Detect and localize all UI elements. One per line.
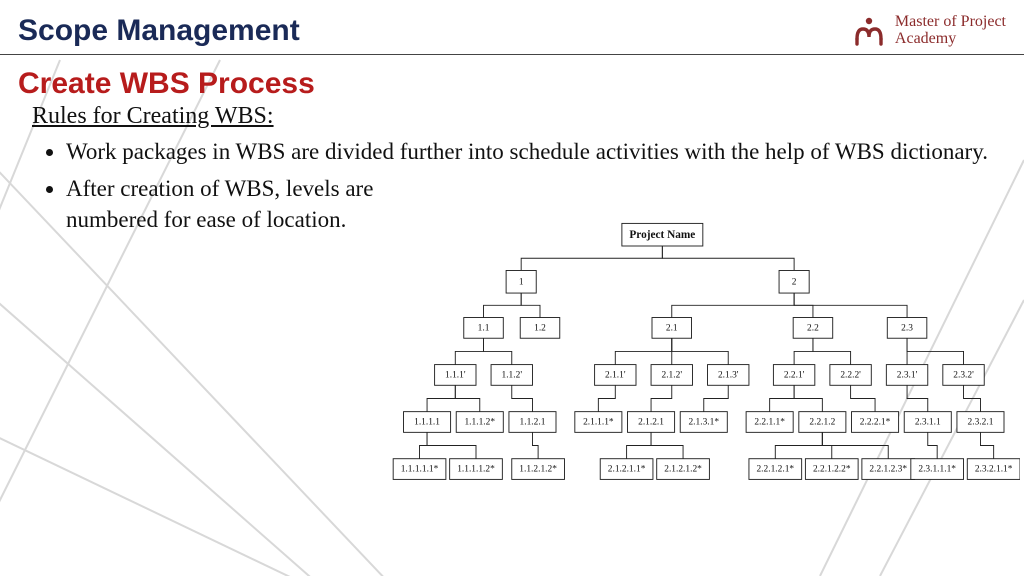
svg-text:1.1.1.1.2*: 1.1.1.1.2*: [457, 465, 495, 475]
svg-text:2.1: 2.1: [666, 324, 678, 334]
svg-text:2: 2: [792, 277, 797, 287]
svg-text:2.3.1': 2.3.1': [897, 371, 918, 381]
svg-text:2.1.2.1: 2.1.2.1: [638, 418, 664, 428]
brand-line2: Academy: [895, 31, 1006, 48]
svg-text:1.1.1': 1.1.1': [445, 371, 466, 381]
svg-text:2.2.2.1*: 2.2.2.1*: [860, 418, 891, 428]
svg-text:2.3.2.1.1*: 2.3.2.1.1*: [975, 465, 1013, 475]
svg-text:2.2.1.1*: 2.2.1.1*: [754, 418, 785, 428]
section-title: Create WBS Process: [18, 67, 1006, 101]
svg-text:2.2.1.2.1*: 2.2.1.2.1*: [756, 465, 794, 475]
brand-block: Master of Project Academy: [851, 14, 1006, 48]
svg-text:2.2.1.2.2*: 2.2.1.2.2*: [813, 465, 851, 475]
svg-text:1: 1: [519, 277, 524, 287]
svg-text:1.1.2.1.2*: 1.1.2.1.2*: [519, 465, 557, 475]
svg-text:2.1.2.1.1*: 2.1.2.1.1*: [608, 465, 646, 475]
svg-text:2.2.1': 2.2.1': [784, 371, 805, 381]
svg-text:1.1.2': 1.1.2': [502, 371, 523, 381]
svg-text:2.2.1.2.3*: 2.2.1.2.3*: [869, 465, 907, 475]
svg-text:1.1: 1.1: [478, 324, 490, 334]
svg-text:2.2.2': 2.2.2': [840, 371, 861, 381]
svg-text:1.1.1.2*: 1.1.1.2*: [464, 418, 495, 428]
svg-text:1.1.1.1: 1.1.1.1: [414, 418, 440, 428]
svg-text:2.1.3.1*: 2.1.3.1*: [688, 418, 719, 428]
svg-text:2.3.2': 2.3.2': [953, 371, 974, 381]
svg-text:2.2: 2.2: [807, 324, 819, 334]
page-title: Scope Management: [18, 14, 300, 48]
svg-text:2.3.2.1: 2.3.2.1: [968, 418, 994, 428]
content-area: Create WBS Process Rules for Creating WB…: [0, 55, 1024, 235]
svg-text:2.1.1': 2.1.1': [605, 371, 626, 381]
brand-line1: Master of Project: [895, 14, 1006, 31]
rules-heading: Rules for Creating WBS:: [32, 103, 1006, 130]
rule-item-1: Work packages in WBS are divided further…: [66, 136, 1006, 167]
svg-text:Project Name: Project Name: [629, 229, 695, 241]
wbs-tree-diagram: Project Name 1 2 1.1 1.2 2.1 2.2 2.3 1.1.1' 1.1.2…: [380, 214, 1020, 574]
svg-text:1.2: 1.2: [534, 324, 546, 334]
svg-text:1.1.1.1.1*: 1.1.1.1.1*: [401, 465, 439, 475]
header-bar: Scope Management Master of Project Acade…: [0, 0, 1024, 55]
svg-text:1.1.2.1: 1.1.2.1: [520, 418, 546, 428]
svg-text:2.1.3': 2.1.3': [718, 371, 739, 381]
brand-logo-icon: [851, 15, 887, 47]
svg-text:2.1.2.1.2*: 2.1.2.1.2*: [664, 465, 702, 475]
svg-text:2.3.1.1.1*: 2.3.1.1.1*: [918, 465, 956, 475]
brand-text: Master of Project Academy: [895, 14, 1006, 48]
svg-text:2.1.1.1*: 2.1.1.1*: [583, 418, 614, 428]
svg-text:2.1.2': 2.1.2': [662, 371, 683, 381]
svg-text:2.3: 2.3: [901, 324, 913, 334]
svg-text:2.2.1.2: 2.2.1.2: [809, 418, 835, 428]
svg-text:2.3.1.1: 2.3.1.1: [915, 418, 941, 428]
